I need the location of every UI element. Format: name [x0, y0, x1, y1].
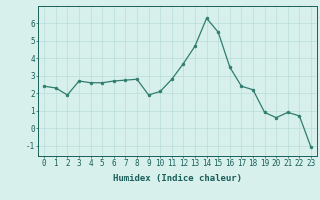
X-axis label: Humidex (Indice chaleur): Humidex (Indice chaleur) — [113, 174, 242, 183]
